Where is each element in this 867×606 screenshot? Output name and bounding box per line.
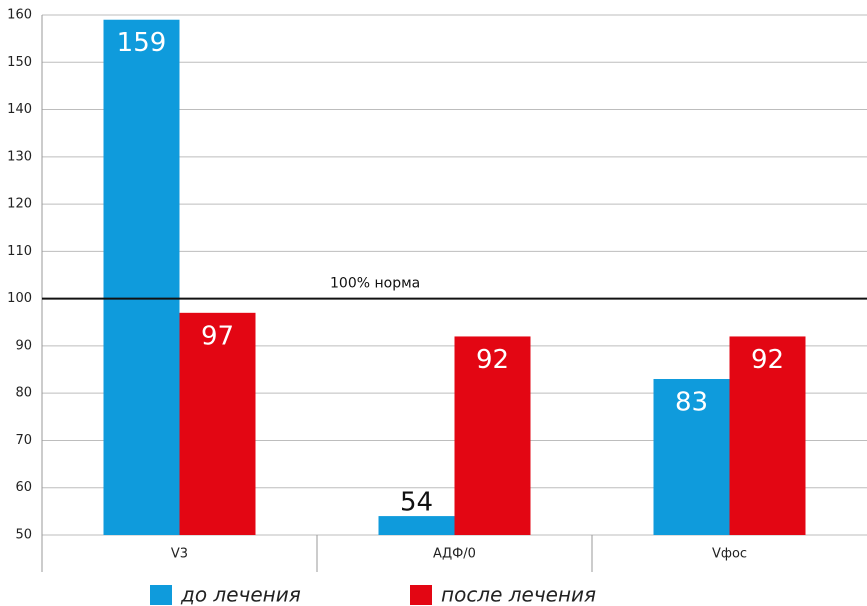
data-label: 83 (675, 388, 708, 418)
reference-label: 100% норма (330, 276, 420, 292)
legend-swatch (150, 585, 172, 605)
y-tick-label: 60 (15, 480, 32, 495)
y-tick-label: 80 (15, 386, 32, 401)
bar (454, 336, 531, 535)
legend-label: до лечения (180, 583, 301, 606)
bar (729, 336, 806, 535)
data-label: 92 (751, 345, 784, 375)
y-tick-label: 160 (7, 8, 32, 23)
data-label: 97 (201, 321, 234, 351)
bar (103, 19, 180, 535)
legend-swatch (410, 585, 432, 605)
data-label: 159 (117, 28, 167, 58)
y-tick-label: 50 (15, 528, 32, 543)
y-tick-label: 140 (7, 102, 32, 117)
y-tick-label: 150 (7, 55, 32, 70)
x-tick-label: V3 (171, 547, 188, 562)
x-tick-label: Vфос (712, 547, 747, 562)
y-tick-label: 70 (15, 433, 32, 448)
data-label: 54 (400, 488, 433, 518)
legend-label: после лечения (441, 583, 596, 606)
y-tick-label: 110 (7, 244, 32, 259)
y-tick-label: 130 (7, 149, 32, 164)
y-tick-label: 120 (7, 197, 32, 212)
bar (653, 379, 730, 535)
bar (179, 312, 256, 535)
y-tick-label: 100 (7, 291, 32, 306)
x-tick-label: АДФ/0 (433, 547, 476, 562)
data-label: 92 (476, 345, 509, 375)
y-tick-label: 90 (15, 338, 32, 353)
bar (378, 516, 455, 535)
